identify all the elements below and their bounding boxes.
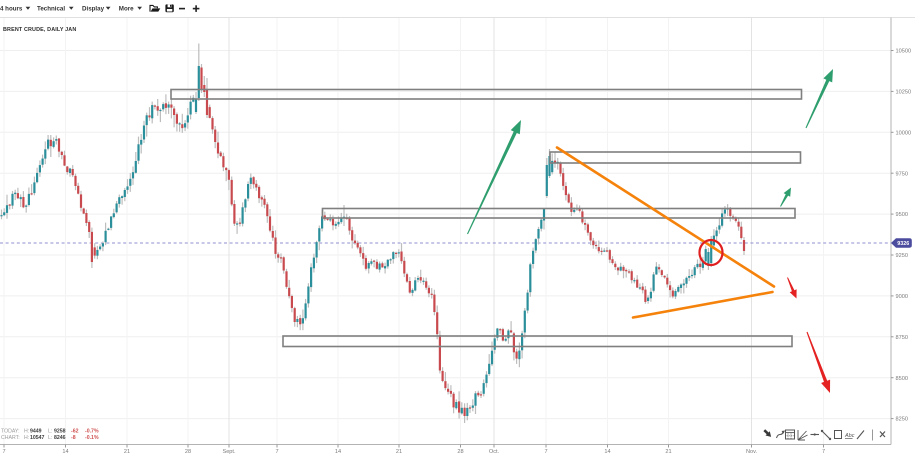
svg-text:10000: 10000 <box>896 130 912 136</box>
svg-text:Abc: Abc <box>844 433 855 439</box>
svg-text:8250: 8250 <box>896 417 908 423</box>
svg-text:9500: 9500 <box>896 212 908 218</box>
svg-text:28: 28 <box>185 449 191 455</box>
svg-text:-0.7%: -0.7% <box>85 429 99 435</box>
svg-text:Technical: Technical <box>37 5 65 12</box>
svg-text:14: 14 <box>62 449 68 455</box>
svg-text:Oct.: Oct. <box>489 449 500 455</box>
svg-text:14: 14 <box>335 449 341 455</box>
svg-text:8750: 8750 <box>896 335 908 341</box>
svg-text:More: More <box>119 5 134 12</box>
svg-text:9258: 9258 <box>54 429 66 435</box>
svg-text:7: 7 <box>2 449 5 455</box>
svg-text:10250: 10250 <box>896 90 912 96</box>
svg-text:H:: H: <box>24 435 29 441</box>
svg-text:7: 7 <box>822 449 825 455</box>
svg-text:7: 7 <box>544 449 547 455</box>
svg-text:L:: L: <box>48 429 52 435</box>
svg-text:TODAY:: TODAY: <box>1 429 20 435</box>
svg-text:7: 7 <box>275 449 278 455</box>
svg-text:Sept.: Sept. <box>222 449 236 455</box>
svg-text:21: 21 <box>124 449 130 455</box>
svg-text:L:: L: <box>48 435 52 441</box>
svg-text:Display: Display <box>82 5 105 12</box>
svg-text:Nov.: Nov. <box>746 449 758 455</box>
svg-text:CHART:: CHART: <box>1 435 20 441</box>
svg-text:14: 14 <box>604 449 610 455</box>
svg-text:9326: 9326 <box>897 241 909 247</box>
svg-text:21: 21 <box>396 449 402 455</box>
svg-text:9750: 9750 <box>896 171 908 177</box>
svg-text:-8: -8 <box>71 435 76 441</box>
svg-text:8246: 8246 <box>54 435 66 441</box>
svg-text:9449: 9449 <box>30 429 42 435</box>
svg-text:H:: H: <box>24 429 29 435</box>
svg-text:10547: 10547 <box>30 435 45 441</box>
svg-text:-0.1%: -0.1% <box>85 435 99 441</box>
svg-text:4 hours: 4 hours <box>0 5 23 12</box>
svg-text:9250: 9250 <box>896 253 908 259</box>
svg-text:-62: -62 <box>71 429 79 435</box>
svg-text:8500: 8500 <box>896 376 908 382</box>
svg-text:21: 21 <box>665 449 671 455</box>
svg-text:9000: 9000 <box>896 294 908 300</box>
svg-text:10500: 10500 <box>896 49 912 55</box>
svg-text:BRENT CRUDE, DAILY JAN: BRENT CRUDE, DAILY JAN <box>3 27 76 33</box>
svg-text:28: 28 <box>457 449 463 455</box>
